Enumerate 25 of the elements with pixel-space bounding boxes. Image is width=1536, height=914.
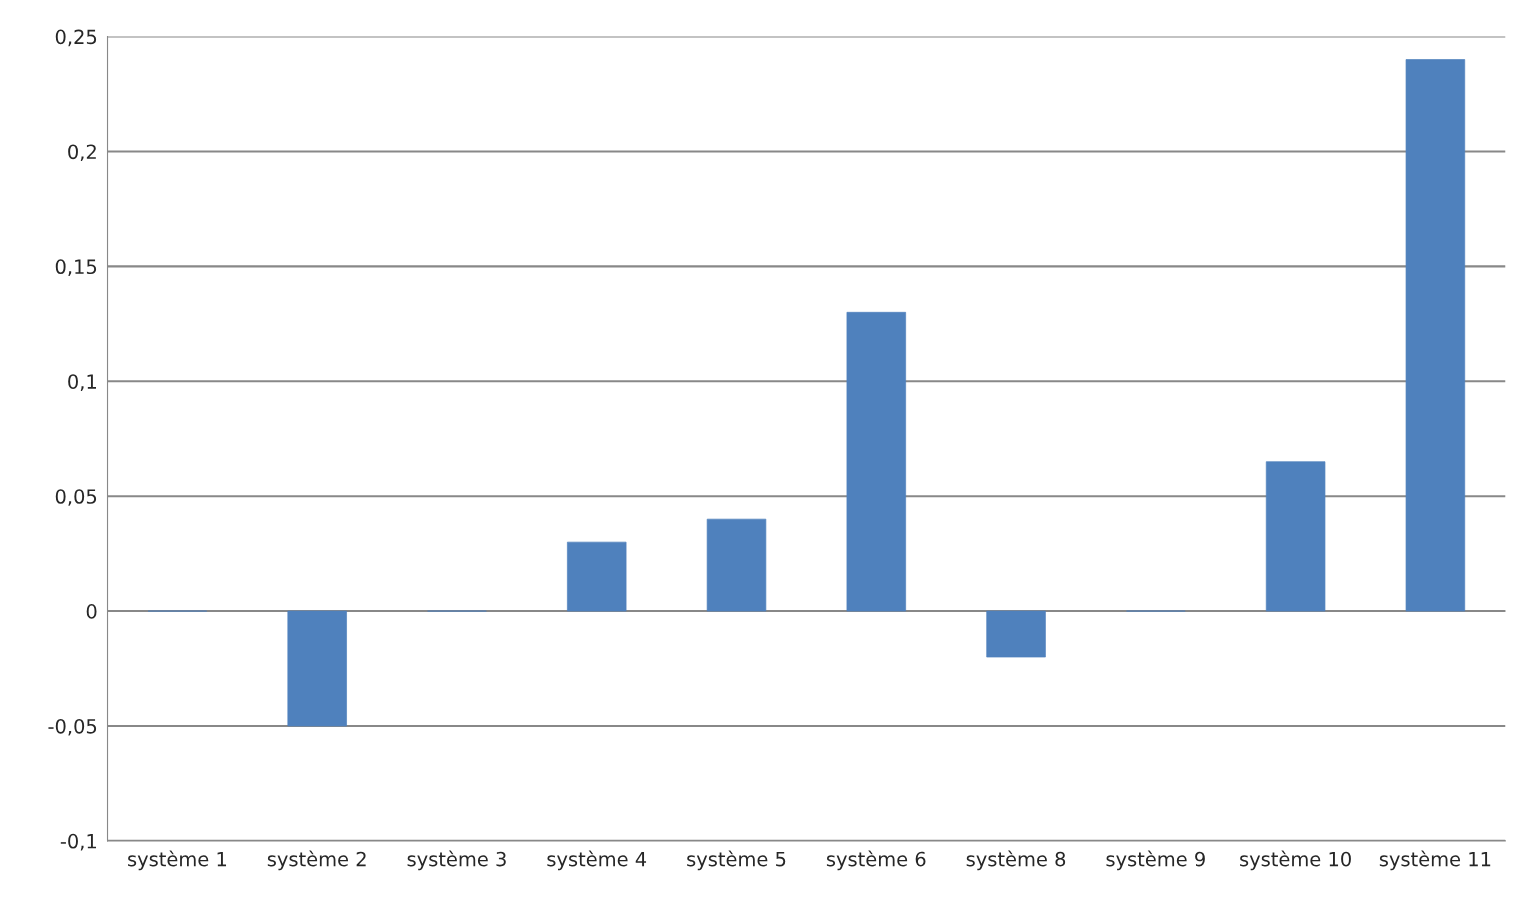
y-tick-label: 0 [86, 604, 97, 619]
bar [1265, 461, 1326, 612]
y-tick-label: -0,1 [60, 833, 96, 851]
bar [287, 610, 347, 727]
y-tick-label: 0,25 [55, 29, 97, 47]
x-tick-label: système 8 [966, 850, 1066, 871]
x-tick-label: système 10 [1240, 850, 1351, 871]
x-tick-label: système 1 [128, 850, 227, 871]
x-tick-label: système 3 [407, 850, 506, 871]
bar [986, 610, 1046, 658]
x-tick-label: système 5 [687, 850, 786, 871]
bar [1405, 59, 1466, 612]
bar [567, 541, 627, 612]
x-tick-label: système 11 [1379, 850, 1491, 871]
y-tick-label: 0,15 [55, 259, 97, 277]
y-tick-label: 0,2 [68, 144, 96, 162]
x-tick-label: système 4 [547, 850, 647, 871]
bar [706, 518, 767, 612]
y-tick-label: -0,05 [48, 718, 97, 736]
bar [846, 311, 906, 612]
x-tick-label: système 9 [1106, 850, 1205, 871]
x-tick-label: système 6 [826, 850, 926, 871]
y-tick-label: 0,05 [55, 489, 97, 506]
x-tick-label: système 2 [267, 850, 366, 871]
y-tick-label: 0,1 [68, 374, 96, 391]
